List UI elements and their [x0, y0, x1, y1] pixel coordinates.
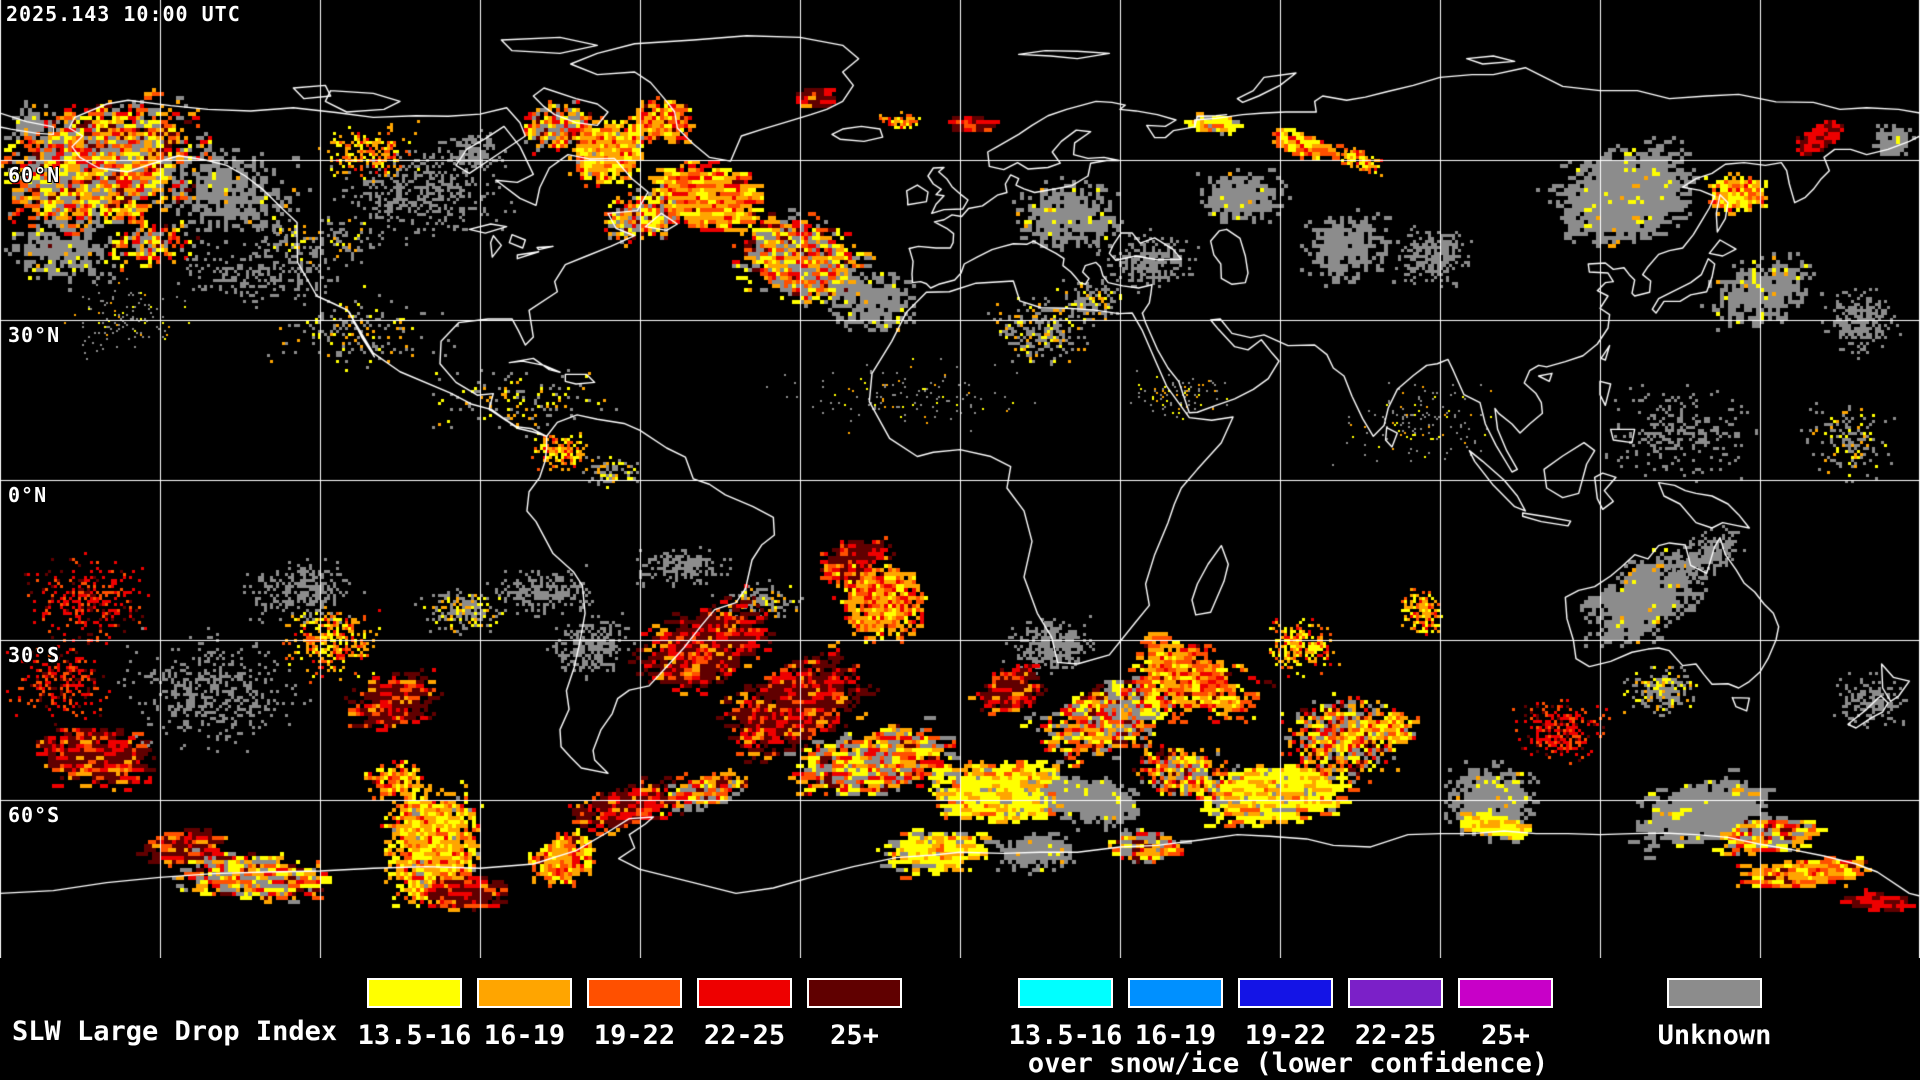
- legend-item: 22-25: [697, 978, 792, 1051]
- legend: SLW Large Drop Index 13.5-16 16-19 19-22 22…: [0, 958, 1920, 1080]
- legend-swatch-label: 13.5-16: [357, 1020, 472, 1051]
- latitude-label: 0°N: [8, 483, 48, 507]
- legend-swatch: [1238, 978, 1333, 1008]
- legend-swatch-label: 16-19: [1134, 1020, 1217, 1051]
- legend-swatch: [697, 978, 792, 1008]
- legend-item: 25+: [1458, 978, 1553, 1051]
- legend-group-unknown: Unknown: [1658, 978, 1771, 1051]
- legend-swatch-label: 25+: [830, 1020, 879, 1051]
- latitude-label: 60°S: [8, 803, 61, 827]
- legend-caption: over snow/ice (lower confidence): [1027, 1048, 1549, 1079]
- legend-swatch: [367, 978, 462, 1008]
- legend-swatch: [807, 978, 902, 1008]
- legend-item: 13.5-16: [358, 978, 471, 1051]
- legend-item: 16-19: [477, 978, 572, 1051]
- latitude-label: 60°N: [8, 163, 61, 187]
- legend-swatch: [587, 978, 682, 1008]
- legend-item: 22-25: [1348, 978, 1443, 1051]
- legend-item: 19-22: [1238, 978, 1333, 1051]
- legend-item: Unknown: [1658, 978, 1771, 1051]
- legend-item: 25+: [807, 978, 902, 1051]
- latitude-label: 30°S: [8, 643, 61, 667]
- legend-swatch: [1458, 978, 1553, 1008]
- legend-swatch-label: 16-19: [483, 1020, 566, 1051]
- legend-group-clear-sky: 13.5-16 16-19 19-22 22-25 25+: [358, 978, 902, 1051]
- legend-swatch: [1128, 978, 1223, 1008]
- legend-swatch: [1348, 978, 1443, 1008]
- legend-swatch-label: 22-25: [703, 1020, 786, 1051]
- legend-title: SLW Large Drop Index: [12, 1016, 338, 1047]
- legend-swatch-label: Unknown: [1657, 1020, 1772, 1051]
- latitude-label: 30°N: [8, 323, 61, 347]
- legend-swatch-label: 19-22: [1244, 1020, 1327, 1051]
- timestamp: 2025.143 10:00 UTC: [6, 2, 241, 26]
- legend-swatch: [1667, 978, 1762, 1008]
- legend-swatch-label: 22-25: [1354, 1020, 1437, 1051]
- legend-swatch-label: 25+: [1481, 1020, 1530, 1051]
- legend-item: 13.5-16: [1009, 978, 1122, 1051]
- legend-item: 19-22: [587, 978, 682, 1051]
- legend-swatch-label: 19-22: [593, 1020, 676, 1051]
- legend-group-snow-ice: 13.5-16 16-19 19-22 22-25 25+: [1009, 978, 1553, 1051]
- world-map-canvas: [0, 0, 1920, 958]
- legend-swatch-label: 13.5-16: [1008, 1020, 1123, 1051]
- legend-swatch: [477, 978, 572, 1008]
- legend-item: 16-19: [1128, 978, 1223, 1051]
- legend-swatch: [1018, 978, 1113, 1008]
